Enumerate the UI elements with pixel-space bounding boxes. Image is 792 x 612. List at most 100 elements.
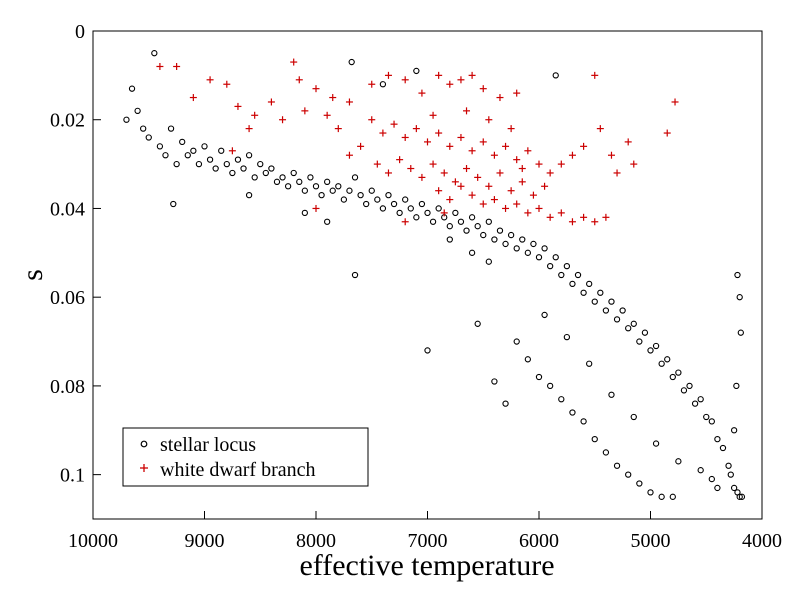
data-point: [546, 213, 554, 221]
data-point: [591, 298, 598, 305]
data-point: [301, 209, 308, 217]
data-point: [340, 196, 348, 203]
data-point: [630, 320, 637, 327]
data-point: [502, 204, 510, 212]
data-point: [379, 205, 387, 212]
data-point: [546, 169, 554, 177]
data-point: [301, 187, 308, 194]
data-point: [714, 484, 721, 492]
data-point: [279, 174, 286, 181]
data-point: [402, 196, 409, 203]
data-point: [736, 294, 743, 301]
data-point: [479, 85, 487, 93]
x-tick-label: 4000: [742, 530, 782, 552]
y-axis: 0 0.02 0.04 0.06 0.08 0.1: [50, 21, 101, 487]
data-point: [463, 107, 471, 115]
data-point: [189, 94, 197, 102]
data-point: [630, 413, 637, 421]
data-point: [223, 160, 230, 168]
data-point: [179, 138, 186, 146]
data-point: [607, 151, 615, 159]
data-point: [703, 413, 710, 421]
x-axis-title: effective temperature: [299, 549, 554, 582]
data-point: [474, 173, 482, 181]
data-point: [440, 169, 448, 177]
data-point: [279, 116, 287, 124]
data-point: [446, 236, 453, 243]
data-point: [708, 418, 715, 425]
data-point: [446, 142, 454, 150]
data-point: [290, 58, 298, 66]
data-point: [385, 191, 392, 199]
data-point: [624, 138, 632, 146]
data-point: [502, 400, 509, 407]
data-point: [351, 271, 359, 279]
data-point: [625, 325, 632, 332]
data-point: [351, 174, 359, 181]
data-point: [535, 160, 543, 168]
data-point: [312, 183, 320, 190]
legend-label-stellar-locus: stellar locus: [160, 434, 256, 456]
data-point: [513, 200, 521, 208]
data-point: [218, 147, 225, 154]
data-point: [335, 183, 342, 190]
data-point: [730, 427, 738, 434]
data-point: [348, 58, 355, 66]
data-point: [151, 50, 158, 57]
data-point: [725, 462, 732, 469]
data-point: [608, 391, 615, 398]
data-point: [184, 152, 191, 159]
data-point: [452, 209, 459, 217]
data-point: [580, 142, 588, 150]
data-point: [468, 214, 476, 221]
data-point: [296, 178, 303, 185]
data-point: [730, 484, 738, 492]
y-tick-label: 0.08: [50, 376, 85, 398]
data-point: [334, 125, 342, 133]
data-point: [368, 187, 375, 194]
data-point: [669, 493, 676, 500]
data-point: [234, 156, 242, 163]
data-point: [738, 493, 746, 500]
data-point: [518, 178, 526, 186]
x-tick-label: 7000: [408, 530, 448, 552]
data-point: [284, 183, 292, 190]
data-point: [574, 271, 582, 279]
data-point: [312, 204, 320, 212]
data-point: [691, 400, 699, 407]
data-point: [463, 165, 471, 173]
data-point: [502, 142, 510, 150]
data-point: [591, 435, 598, 443]
data-point: [413, 67, 420, 75]
x-tick-label: 6000: [519, 530, 559, 552]
data-point: [541, 311, 548, 319]
data-point: [675, 369, 682, 376]
x-tick-label: 10000: [68, 530, 118, 552]
data-point: [424, 209, 431, 217]
data-point: [312, 85, 320, 93]
data-point: [451, 178, 459, 186]
y-tick-label: 0: [75, 21, 85, 43]
data-point: [357, 142, 365, 150]
data-point: [201, 143, 208, 150]
data-point: [440, 209, 448, 217]
series-white-dwarf-branch: [156, 58, 679, 226]
data-point: [714, 435, 721, 443]
data-point: [552, 72, 559, 79]
data-point: [206, 156, 214, 163]
data-point: [245, 191, 253, 199]
data-point: [663, 129, 671, 137]
data-point: [267, 98, 275, 106]
data-point: [557, 160, 565, 168]
data-point: [586, 360, 593, 367]
data-point: [664, 356, 671, 363]
data-series: [123, 50, 746, 500]
data-point: [295, 76, 303, 84]
data-point: [290, 169, 297, 177]
data-point: [412, 125, 420, 133]
data-point: [251, 111, 259, 119]
data-point: [641, 329, 649, 336]
data-point: [558, 271, 565, 279]
data-point: [513, 89, 521, 97]
